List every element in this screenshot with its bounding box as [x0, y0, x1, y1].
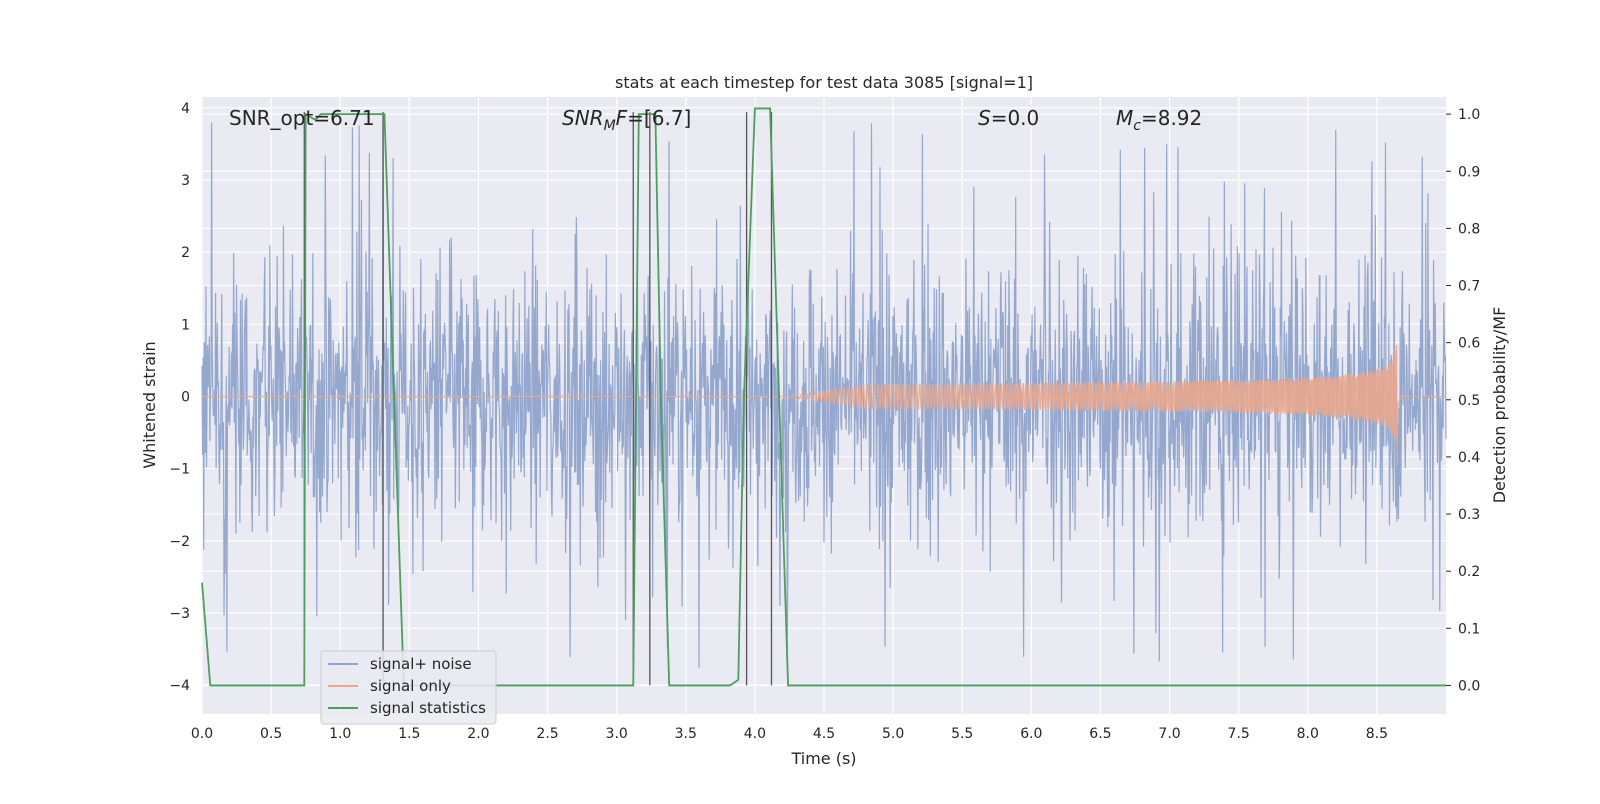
y-left-tick-4: 0	[181, 389, 190, 405]
y-left-tick-labels: 4 3 2 1 0 −1 −2 −3 −4	[169, 101, 190, 694]
y-right-tick-1: 0.9	[1458, 164, 1480, 180]
y-left-tick-5: −1	[169, 462, 190, 478]
x-tick-11: 5.5	[951, 726, 973, 742]
y-right-tick-2: 0.8	[1458, 221, 1480, 237]
x-tick-16: 8.0	[1297, 726, 1319, 742]
signal-only-line	[202, 344, 1446, 465]
y-right-tick-labels: 1.0 0.9 0.8 0.7 0.6 0.5 0.4 0.3 0.2 0.1 0.0	[1446, 107, 1480, 694]
y-right-tick-5: 0.5	[1458, 393, 1480, 409]
mc-value: =8.92	[1141, 106, 1202, 130]
snr-mf-sub: M	[604, 118, 616, 134]
y-right-tick-8: 0.2	[1458, 564, 1480, 580]
annotation-s: S=0.0	[978, 106, 1039, 130]
x-tick-7: 3.5	[675, 726, 697, 742]
x-tick-6: 3.0	[606, 726, 628, 742]
s-label: S	[978, 106, 991, 130]
x-tick-17: 8.5	[1366, 726, 1388, 742]
y-right-tick-7: 0.3	[1458, 507, 1480, 523]
legend-label-noise: signal+ noise	[370, 655, 472, 673]
x-tick-9: 4.5	[813, 726, 835, 742]
x-tick-labels: 0.0 0.5 1.0 1.5 2.0 2.5 3.0 3.5 4.0 4.5 5.0 5.5 6.0 6…	[191, 726, 1388, 742]
series-signal-statistics	[201, 107, 1446, 687]
y-right-tick-10: 0.0	[1458, 678, 1480, 694]
s-value: =0.0	[991, 106, 1040, 130]
x-tick-10: 5.0	[882, 726, 904, 742]
noise-line	[201, 122, 1447, 668]
x-tick-14: 7.0	[1158, 726, 1180, 742]
y-left-tick-2: 2	[181, 245, 190, 261]
x-tick-5: 2.5	[536, 726, 558, 742]
x-tick-3: 1.5	[398, 726, 420, 742]
snr-mf-rest: F	[616, 106, 628, 130]
y-left-tick-3: 1	[181, 317, 190, 333]
legend-box	[320, 650, 497, 725]
y-right-tick-0: 1.0	[1458, 107, 1480, 123]
y-right-tick-3: 0.7	[1458, 279, 1480, 295]
mc-main: M	[1116, 106, 1133, 130]
signal-statistics-line	[201, 107, 1446, 687]
legend: signal+ noise signal only signal statist…	[320, 650, 497, 725]
y-left-tick-1: 3	[181, 173, 190, 189]
x-tick-8: 4.0	[744, 726, 766, 742]
y-left-tick-6: −2	[169, 534, 190, 550]
y-axis-right-label: Detection probability/MF	[1490, 307, 1509, 504]
snr-mf-main: SNR	[562, 106, 604, 130]
x-tick-0: 0.0	[191, 726, 213, 742]
y-right-tick-4: 0.6	[1458, 336, 1480, 352]
y-right-tick-6: 0.4	[1458, 450, 1480, 466]
x-tick-12: 6.0	[1020, 726, 1042, 742]
mc-sub: c	[1133, 118, 1141, 134]
series-signal-only	[202, 344, 1446, 465]
chart-title: stats at each timestep for test data 308…	[615, 73, 1033, 92]
legend-label-signal: signal only	[370, 677, 451, 695]
y-left-tick-0: 4	[181, 101, 190, 117]
x-axis-label: Time (s)	[790, 749, 856, 768]
y-right-tick-9: 0.1	[1458, 621, 1480, 637]
y-left-tick-8: −4	[169, 678, 190, 694]
x-tick-4: 2.0	[467, 726, 489, 742]
legend-label-stats: signal statistics	[370, 699, 486, 717]
x-tick-1: 0.5	[260, 726, 282, 742]
y-axis-left-label: Whitened strain	[140, 341, 159, 468]
annotation-snr-mf: SNRMF=[6.7]	[562, 106, 691, 134]
series-signal-plus-noise	[201, 122, 1447, 668]
x-tick-15: 7.5	[1228, 726, 1250, 742]
annotation-mc: Mc=8.92	[1116, 106, 1202, 134]
annotation-snr-opt: SNR_opt=6.71	[229, 106, 375, 130]
x-tick-13: 6.5	[1089, 726, 1111, 742]
y-left-tick-7: −3	[169, 606, 190, 622]
snr-mf-value: =[6.7]	[627, 106, 691, 130]
x-tick-2: 1.0	[329, 726, 351, 742]
